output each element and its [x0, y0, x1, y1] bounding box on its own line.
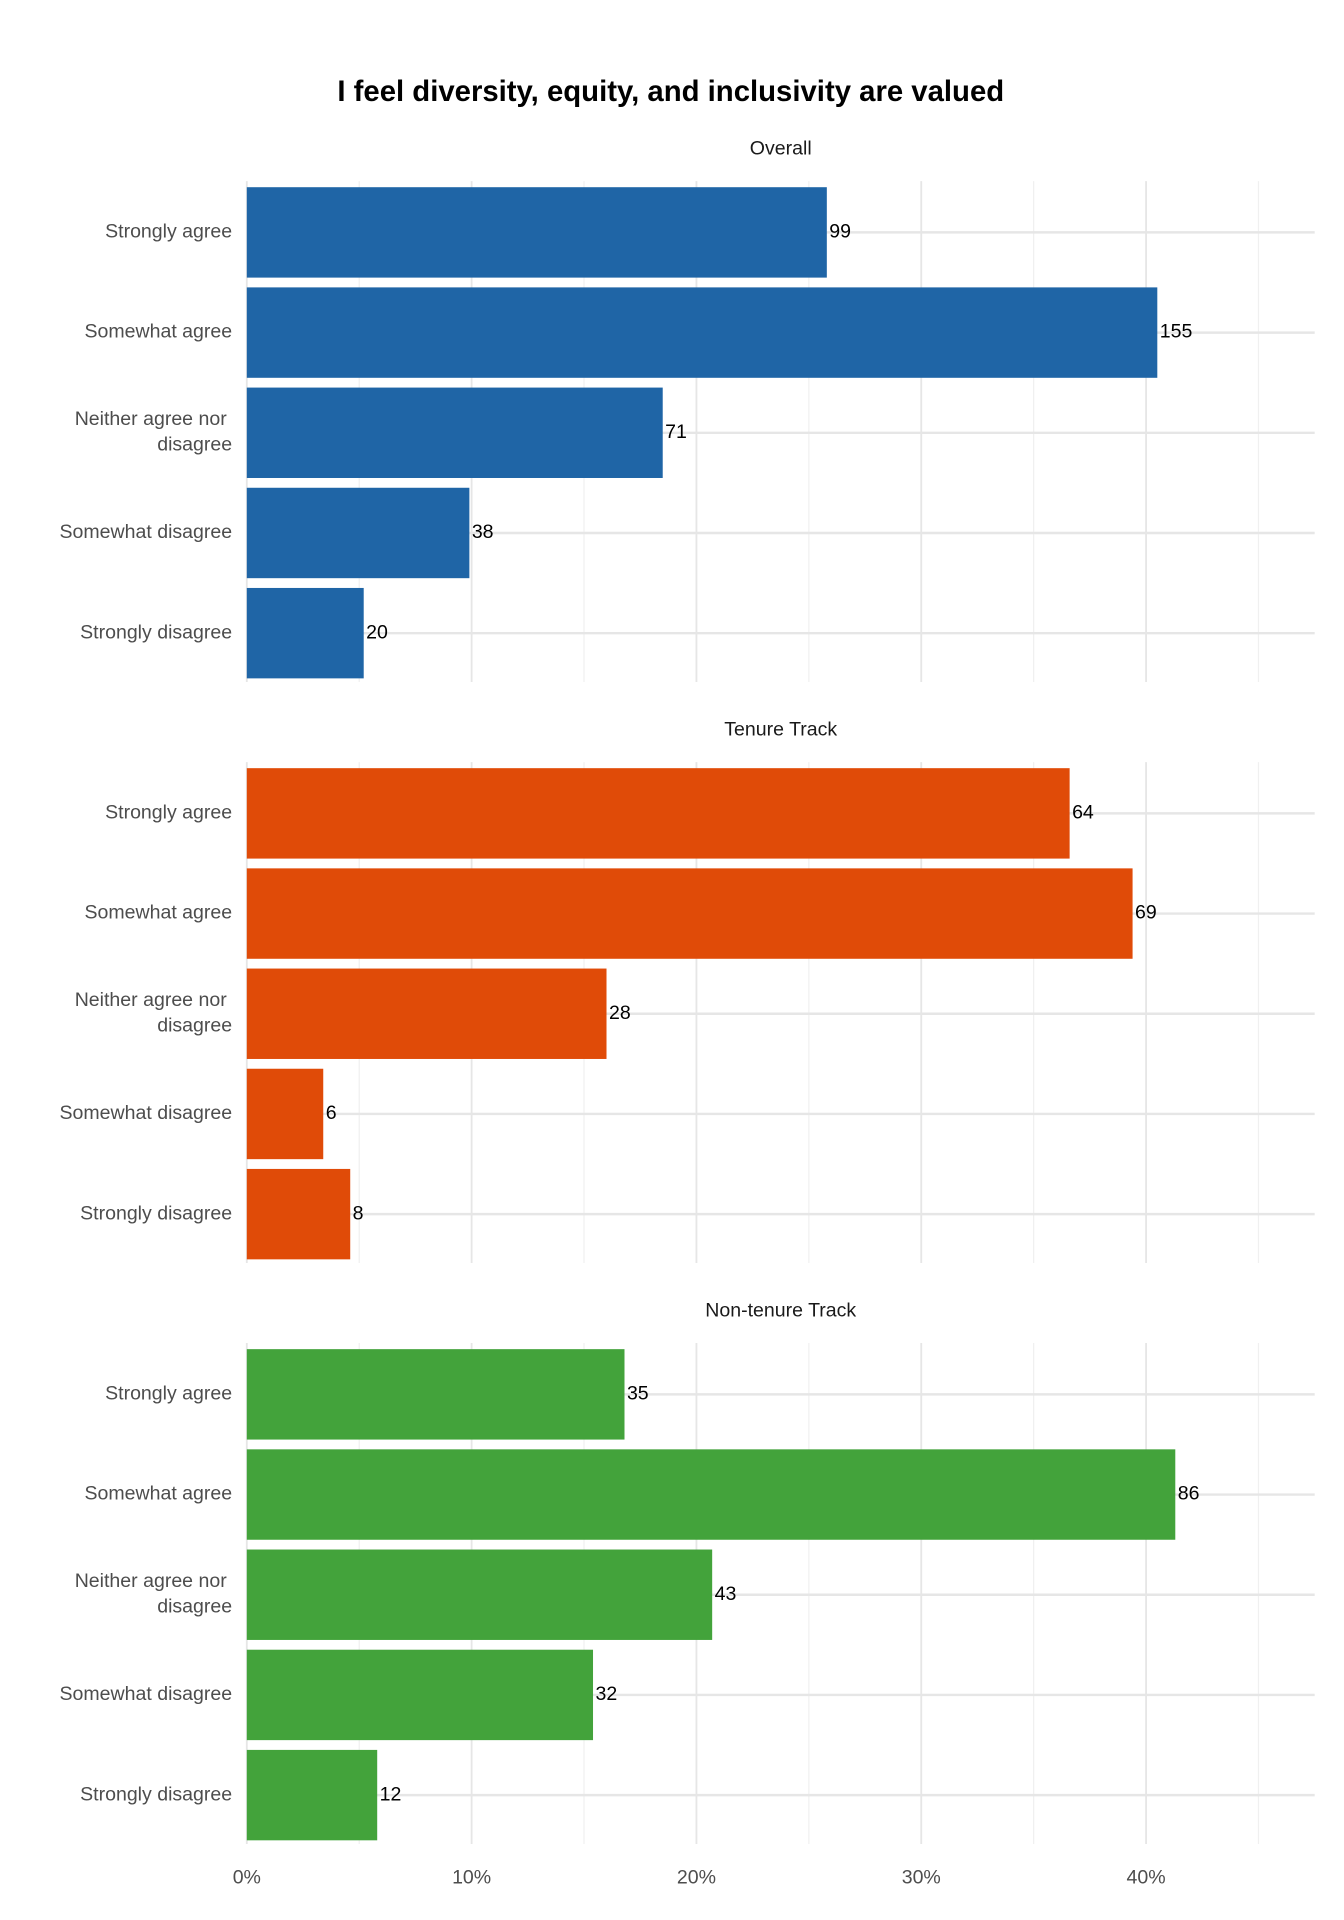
bar	[246, 187, 827, 278]
facet-title: Overall	[750, 137, 812, 159]
bar	[246, 1749, 378, 1841]
facet-title: Tenure Track	[724, 718, 837, 740]
y-tick-label: Strongly disagree	[80, 621, 232, 643]
x-tick-label: 30%	[902, 1866, 941, 1888]
count-label: 20	[366, 621, 388, 643]
count-label: 69	[1135, 902, 1157, 924]
bar	[246, 287, 1158, 378]
bar	[246, 768, 1070, 859]
y-tick-label: Somewhat disagree	[60, 521, 233, 543]
bar	[246, 1549, 713, 1640]
count-label: 35	[627, 1383, 649, 1405]
count-label: 28	[609, 1002, 631, 1024]
y-tick-label: Neither agree nor disagree	[75, 989, 232, 1037]
y-tick-label: Somewhat disagree	[60, 1683, 233, 1705]
bar	[246, 387, 663, 478]
y-tick-label: Strongly agree	[105, 1383, 232, 1405]
y-tick-label: Somewhat disagree	[60, 1102, 233, 1124]
bar	[246, 1168, 351, 1260]
count-label: 155	[1160, 321, 1193, 343]
y-tick-label: Strongly agree	[105, 802, 232, 824]
chart-title: I feel diversity, equity, and inclusivit…	[337, 75, 1004, 108]
bar	[246, 1068, 324, 1160]
bar	[246, 968, 607, 1059]
count-label: 86	[1178, 1483, 1200, 1505]
x-tick-label: 20%	[677, 1866, 716, 1888]
y-tick-label: Strongly agree	[105, 221, 232, 243]
y-tick-label: Strongly disagree	[80, 1202, 232, 1224]
x-tick-label: 10%	[452, 1866, 491, 1888]
count-label: 8	[353, 1202, 364, 1224]
bar	[246, 587, 364, 679]
bar	[246, 1349, 625, 1440]
bar	[246, 1449, 1176, 1540]
y-tick-label: Strongly disagree	[80, 1783, 232, 1805]
count-label: 71	[665, 421, 687, 443]
count-label: 99	[829, 221, 851, 243]
y-tick-label: Somewhat agree	[84, 902, 232, 924]
y-tick-label: Neither agree nor disagree	[75, 1570, 232, 1618]
count-label: 64	[1072, 802, 1094, 824]
x-tick-label: 40%	[1127, 1866, 1166, 1888]
count-label: 12	[380, 1783, 402, 1805]
y-tick-label: Neither agree nor disagree	[75, 408, 232, 456]
count-label: 38	[472, 521, 494, 543]
bar	[246, 487, 470, 579]
bar	[246, 868, 1133, 959]
y-tick-label: Somewhat agree	[84, 1483, 232, 1505]
count-label: 6	[326, 1102, 337, 1124]
count-label: 43	[715, 1583, 737, 1605]
bar	[246, 1649, 594, 1741]
x-tick-label: 0%	[233, 1866, 261, 1888]
facet-title: Non-tenure Track	[705, 1299, 856, 1321]
y-tick-label: Somewhat agree	[84, 321, 232, 343]
count-label: 32	[595, 1683, 617, 1705]
